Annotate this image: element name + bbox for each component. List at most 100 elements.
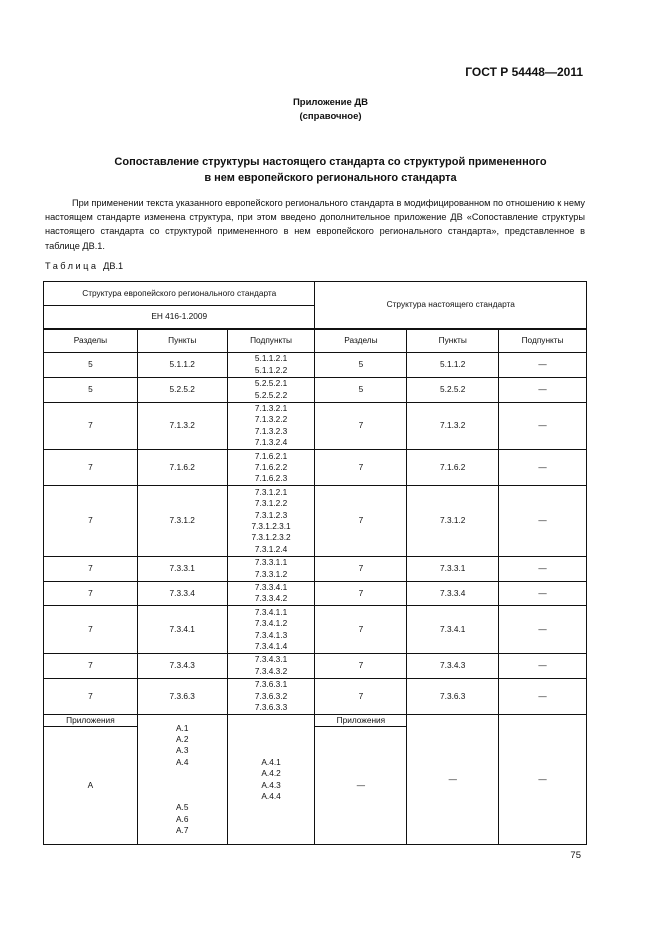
appendix-label-row: Приложения А.1 А.2 А.3 А.4 А.5 А.6 А.7 А.4… bbox=[43, 713, 587, 846]
eu-appendix-points: А.1 А.2 А.3 А.4 А.5 А.6 А.7 bbox=[136, 713, 228, 846]
page-number: 75 bbox=[570, 850, 581, 861]
eu-subpoints: 7.3.4.1.1 7.3.4.1.2 7.3.4.1.3 7.3.4.1.4 bbox=[226, 605, 316, 654]
column-header: Пункты bbox=[136, 328, 228, 353]
ru-point: 7.3.1.2 bbox=[406, 485, 500, 557]
ru-section: 7 bbox=[314, 449, 408, 487]
table-row: 7 7.3.4.1 7.3.4.1.1 7.3.4.1.2 7.3.4.1.3 7.… bbox=[43, 605, 587, 654]
ru-point: 7.3.4.1 bbox=[406, 605, 500, 654]
ru-section: 7 bbox=[314, 605, 408, 654]
eu-point: 7.3.1.2 bbox=[136, 485, 228, 557]
eu-subpoints: 5.2.5.2.1 5.2.5.2.2 bbox=[226, 376, 316, 403]
table-row: 7 7.3.3.4 7.3.3.4.1 7.3.3.4.2 7 7.3.3.4— bbox=[43, 580, 587, 607]
ru-subpoints: — bbox=[498, 580, 587, 607]
appendix-heading: Приложение ДВ (справочное) bbox=[0, 96, 661, 124]
ru-section: 7 bbox=[314, 401, 408, 451]
table-row: 7 7.3.3.1 7.3.3.1.1 7.3.3.1.2 7 7.3.3.1— bbox=[43, 555, 587, 582]
ru-appendix-points: — bbox=[406, 713, 500, 846]
eu-point: 7.3.4.3 bbox=[136, 652, 228, 679]
ru-subpoints: — bbox=[498, 605, 587, 654]
title-line: в нем европейского регионального стандар… bbox=[204, 172, 457, 184]
ru-section: 5 bbox=[314, 376, 408, 403]
ru-subpoints: — bbox=[498, 677, 587, 715]
ru-point: 5.2.5.2 bbox=[406, 376, 500, 403]
eu-point: 5.1.1.2 bbox=[136, 352, 228, 378]
ru-point: 7.3.4.3 bbox=[406, 652, 500, 679]
eu-subpoints: 7.3.6.3.1 7.3.6.3.2 7.3.6.3.3 bbox=[226, 677, 316, 715]
column-header: Разделы bbox=[43, 328, 138, 353]
ru-structure-header: Структура настоящего стандарта bbox=[314, 281, 587, 330]
ru-section: 5 bbox=[314, 352, 408, 378]
eu-subpoints: 7.3.3.4.1 7.3.3.4.2 bbox=[226, 580, 316, 607]
eu-section: 7 bbox=[43, 605, 138, 654]
ru-point: 7.3.6.3 bbox=[406, 677, 500, 715]
eu-point: 7.3.3.4 bbox=[136, 580, 228, 607]
eu-section: 7 bbox=[43, 677, 138, 715]
column-header: Разделы bbox=[314, 328, 408, 353]
eu-subpoints: 7.3.4.3.1 7.3.4.3.2 bbox=[226, 652, 316, 679]
eu-standard-code: ЕН 416-1.2009 bbox=[42, 305, 316, 330]
ru-appendix-section: — bbox=[314, 726, 408, 846]
eu-subpoints: 7.1.3.2.1 7.1.3.2.2 7.1.3.2.3 7.1.3.2.4 bbox=[226, 401, 316, 451]
eu-section: 5 bbox=[43, 352, 138, 378]
column-header: Пункты bbox=[406, 328, 500, 353]
column-header: Подпункты bbox=[498, 328, 587, 353]
eu-section: 7 bbox=[43, 485, 138, 557]
ru-section: 7 bbox=[314, 485, 408, 557]
eu-point: 7.1.6.2 bbox=[136, 449, 228, 487]
ru-point: 7.3.3.1 bbox=[406, 555, 500, 582]
ru-point: 7.3.3.4 bbox=[406, 580, 500, 607]
eu-subpoints: 5.1.1.2.1 5.1.1.2.2 bbox=[226, 352, 316, 378]
eu-section: 7 bbox=[43, 449, 138, 487]
appendix-name: Приложение ДВ bbox=[292, 97, 369, 108]
title-line: Сопоставление структуры настоящего станд… bbox=[114, 156, 547, 168]
ru-subpoints: — bbox=[498, 352, 587, 378]
eu-point: 7.3.6.3 bbox=[136, 677, 228, 715]
eu-appendix-subpoints: А.4.1 А.4.2 А.4.3 А.4.4 bbox=[226, 713, 316, 846]
table-row: 7 7.1.3.2 7.1.3.2.1 7.1.3.2.2 7.1.3.2.3 7.… bbox=[43, 401, 587, 451]
table-row: 7 7.1.6.2 7.1.6.2.1 7.1.6.2.2 7.1.6.2.3 7 7.… bbox=[43, 449, 587, 487]
ru-point: 7.1.3.2 bbox=[406, 401, 500, 451]
structure-comparison-table: Структура европейского регионального ста… bbox=[42, 281, 587, 846]
eu-section: 7 bbox=[43, 401, 138, 451]
ru-section: 7 bbox=[314, 652, 408, 679]
eu-section: 7 bbox=[43, 652, 138, 679]
eu-point: 5.2.5.2 bbox=[136, 376, 228, 403]
appendix-kind: (справочное) bbox=[299, 111, 362, 122]
document-code: ГОСТ Р 54448—2011 bbox=[465, 65, 583, 79]
caption-word: Таблица bbox=[45, 261, 99, 271]
eu-point: 7.3.3.1 bbox=[136, 555, 228, 582]
ru-subpoints: — bbox=[498, 485, 587, 557]
ru-subpoints: — bbox=[498, 555, 587, 582]
table-row: 5 5.2.5.2 5.2.5.2.1 5.2.5.2.2 5 5.2.5.2— bbox=[43, 376, 587, 403]
eu-point: 7.3.4.1 bbox=[136, 605, 228, 654]
body-paragraph: При применении текста указанного европей… bbox=[45, 198, 585, 251]
eu-section: 5 bbox=[43, 376, 138, 403]
appendix-row: А — bbox=[43, 726, 587, 846]
ru-point: 7.1.6.2 bbox=[406, 449, 500, 487]
eu-section: 7 bbox=[43, 580, 138, 607]
ru-appendix-subpoints: — bbox=[498, 713, 587, 846]
eu-subpoints: 7.3.1.2.1 7.3.1.2.2 7.3.1.2.3 7.3.1.2.3.… bbox=[226, 485, 316, 557]
eu-appendix-label: Приложения bbox=[43, 713, 138, 728]
ru-subpoints: — bbox=[498, 401, 587, 451]
ru-appendix-label: Приложения bbox=[314, 713, 408, 728]
eu-subpoints: 7.1.6.2.1 7.1.6.2.2 7.1.6.2.3 bbox=[226, 449, 316, 487]
table-row: 7 7.3.6.3 7.3.6.3.1 7.3.6.3.2 7.3.6.3.3 7 7.… bbox=[43, 677, 587, 715]
eu-point: 7.1.3.2 bbox=[136, 401, 228, 451]
eu-subpoints: 7.3.3.1.1 7.3.3.1.2 bbox=[226, 555, 316, 582]
eu-appendix-section: А bbox=[43, 726, 138, 846]
ru-section: 7 bbox=[314, 580, 408, 607]
ru-subpoints: — bbox=[498, 449, 587, 487]
ru-subpoints: — bbox=[498, 652, 587, 679]
table-row: 7 7.3.4.3 7.3.4.3.1 7.3.4.3.2 7 7.3.4.3— bbox=[43, 652, 587, 679]
table-row: 7 7.3.1.2 7.3.1.2.1 7.3.1.2.2 7.3.1.2.3 7.… bbox=[43, 485, 587, 557]
column-header: Подпункты bbox=[226, 328, 316, 353]
caption-number: ДВ.1 bbox=[103, 261, 124, 271]
eu-structure-header: Структура европейского регионального ста… bbox=[42, 281, 316, 306]
section-title: Сопоставление структуры настоящего станд… bbox=[0, 154, 661, 186]
ru-subpoints: — bbox=[498, 376, 587, 403]
ru-section: 7 bbox=[314, 555, 408, 582]
table-row: 5 5.1.1.2 5.1.1.2.1 5.1.1.2.2 5 5.1.1.2— bbox=[43, 352, 587, 378]
ru-section: 7 bbox=[314, 677, 408, 715]
table-caption: Таблица ДВ.1 bbox=[45, 261, 123, 271]
